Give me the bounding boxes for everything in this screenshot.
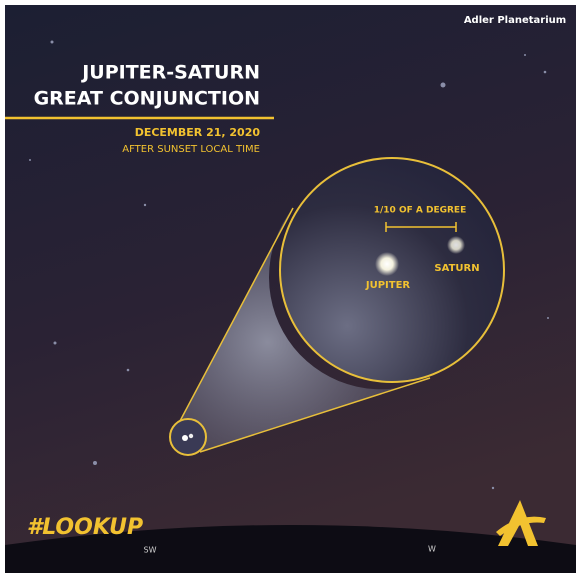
jupiter [375,252,399,276]
saturn-dot [189,434,193,438]
hashtag: #LOOKUP [27,515,143,540]
planet-label: SATURN [434,263,479,274]
title-line: GREAT CONJUNCTION [34,88,260,110]
scale-label: 1/10 OF A DEGREE [374,206,466,216]
direction: SW [144,546,157,555]
title-line: JUPITER-SATURN [80,62,260,84]
sky-circle [170,419,206,455]
date: DECEMBER 21, 2020 [135,126,261,139]
poster: Adler Planetarium JUPITER-SATURN GREAT C… [0,0,581,578]
saturn [447,236,465,254]
planet-label: JUPITER [365,280,411,291]
brand: Adler Planetarium [464,15,566,26]
direction: W [428,545,436,554]
jupiter-dot [182,435,188,441]
subtitle: AFTER SUNSET LOCAL TIME [122,144,260,155]
